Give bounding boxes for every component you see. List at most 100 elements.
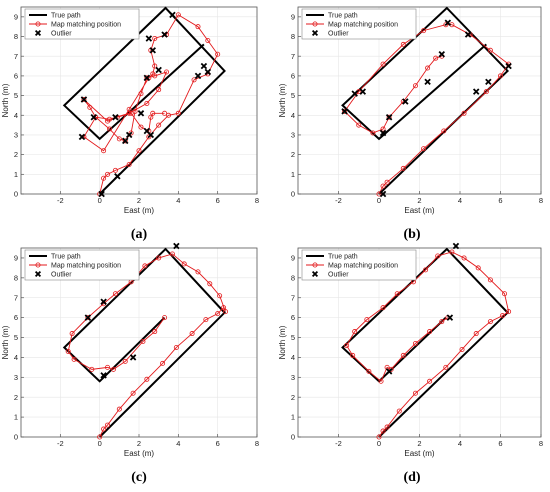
- panel-label: (d): [403, 470, 420, 485]
- y-tick-label: 6: [291, 313, 295, 322]
- map-matching-point: [380, 183, 386, 189]
- map-matching-point: [162, 110, 168, 116]
- y-tick-label: 6: [14, 71, 18, 80]
- outlier-stroke: [78, 133, 86, 141]
- legend-outlier-stroke: [34, 270, 42, 278]
- chart-panel: -2 0 2 4 6 8 0 1 2 3 4 5 6 7 8 9 East (m) North (m) True p…: [278, 242, 543, 485]
- map-matching-point: [376, 434, 382, 440]
- map-matching-point: [140, 339, 146, 345]
- map-matching-line: [343, 24, 510, 195]
- map-matching-point: [487, 319, 493, 325]
- outlier-point: [137, 110, 145, 117]
- x-tick-label: 8: [539, 196, 543, 205]
- map-matching-point: [116, 136, 122, 142]
- y-tick-label: 1: [14, 413, 18, 422]
- map-matching-point: [412, 390, 418, 396]
- legend-outlier-stroke: [34, 29, 42, 37]
- outlier-point: [112, 113, 119, 121]
- map-matching-point: [175, 110, 181, 116]
- outlier-point: [147, 131, 155, 139]
- map-matching-point: [380, 428, 386, 434]
- outlier-stroke: [464, 31, 472, 38]
- outlier-stroke: [472, 88, 480, 95]
- legend-matching-marker: [312, 21, 318, 27]
- outlier-stroke: [161, 31, 168, 38]
- map-matching-point: [427, 329, 433, 335]
- y-tick-label: 2: [291, 393, 295, 402]
- map-matching-point: [502, 291, 508, 297]
- legend-matching-marker: [35, 262, 41, 268]
- y-tick-label: 4: [14, 111, 18, 120]
- map-matching-point: [142, 263, 148, 269]
- map-matching-point: [215, 311, 221, 317]
- y-tick-label: 0: [291, 433, 295, 442]
- outlier-stroke: [446, 314, 454, 321]
- y-tick-label: 5: [291, 333, 295, 342]
- map-matching-point: [146, 134, 152, 140]
- outlier-stroke: [121, 137, 129, 145]
- y-axis-label: North (m): [278, 325, 287, 359]
- y-tick-label: 7: [14, 52, 18, 61]
- map-matching-point: [107, 126, 113, 132]
- x-tick-label: 2: [417, 439, 421, 448]
- map-matching-point: [85, 315, 91, 321]
- true-path-line: [62, 247, 226, 438]
- outlier-stroke: [385, 113, 393, 121]
- y-tick-label: 2: [14, 150, 18, 159]
- map-matching-point: [101, 426, 107, 432]
- y-tick-label: 0: [14, 433, 18, 442]
- y-tick-label: 6: [291, 71, 295, 80]
- map-matching-point: [483, 89, 489, 95]
- x-tick-label: 6: [498, 196, 502, 205]
- map-matching-point: [380, 61, 386, 67]
- outlier-point: [438, 51, 446, 58]
- map-matching-point: [461, 110, 467, 116]
- y-tick-label: 9: [291, 12, 295, 21]
- map-matching-point: [427, 378, 433, 384]
- x-tick-label: 2: [137, 439, 141, 448]
- y-tick-label: 5: [14, 91, 18, 100]
- outlier-stroke: [80, 96, 88, 103]
- x-tick-label: 0: [377, 439, 381, 448]
- outlier-stroke: [379, 129, 387, 137]
- map-matching-point: [164, 69, 170, 75]
- panel-label: (b): [403, 227, 420, 242]
- outlier-point: [143, 74, 151, 82]
- map-matching-point: [69, 331, 75, 337]
- outlier-point: [385, 113, 393, 121]
- outlier-point: [161, 31, 168, 38]
- outlier-stroke: [359, 88, 367, 95]
- map-matching-point: [423, 267, 429, 273]
- chart-panel: -2 0 2 4 6 8 0 1 2 3 4 5 6 7 8 9 East (m) North (m) True p…: [1, 242, 259, 485]
- map-matching-point: [487, 277, 493, 283]
- map-matching-point: [195, 269, 201, 275]
- map-matching-point: [138, 91, 144, 97]
- map-matching-point: [433, 55, 439, 61]
- map-matching-point: [400, 41, 406, 47]
- map-matching-point: [384, 179, 390, 185]
- outlier-point: [464, 31, 472, 38]
- y-tick-label: 1: [291, 170, 295, 179]
- y-axis-label: North (m): [278, 83, 287, 117]
- outlier-stroke: [485, 78, 492, 86]
- map-matching-point: [386, 114, 392, 120]
- legend: True path Map matching position Outlier: [24, 249, 140, 281]
- legend-matching-label: Map matching position: [328, 22, 398, 29]
- x-tick-label: 6: [216, 439, 220, 448]
- map-matching-point: [97, 434, 103, 440]
- x-tick-label: 4: [458, 439, 462, 448]
- legend-matching-label: Map matching position: [51, 263, 121, 270]
- outlier-point: [114, 173, 121, 180]
- x-tick-label: 8: [255, 196, 259, 205]
- x-tick-label: -2: [57, 196, 64, 205]
- chart-panel: -2 0 2 4 6 8 0 1 2 3 4 5 6 7 8 9 East (m) North (m) True p…: [278, 6, 543, 242]
- map-matching-point: [223, 309, 229, 315]
- outlier-point: [351, 90, 358, 97]
- y-tick-label: 4: [291, 353, 295, 362]
- outlier-stroke: [143, 127, 151, 135]
- y-tick-label: 9: [14, 254, 18, 263]
- x-tick-label: 0: [377, 196, 381, 205]
- y-tick-label: 0: [291, 190, 295, 199]
- outlier-point: [155, 66, 162, 74]
